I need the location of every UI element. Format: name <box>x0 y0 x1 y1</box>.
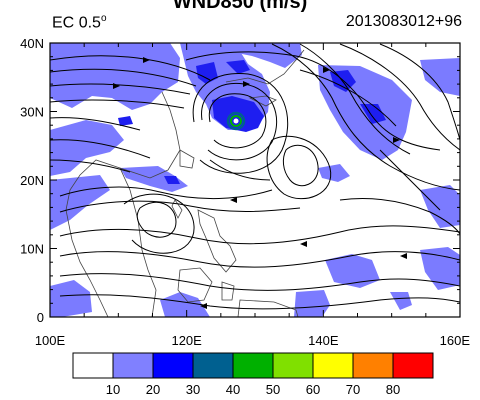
arrow-marker <box>323 67 330 73</box>
coast-borneo <box>177 267 213 303</box>
typhoon-core <box>226 111 246 131</box>
coast-korea-japan <box>225 49 305 85</box>
streamline <box>192 72 289 174</box>
streamline <box>50 55 211 81</box>
streamline <box>379 149 441 211</box>
coast-kyushu <box>248 95 277 107</box>
colorbar-label: 10 <box>106 382 120 397</box>
colorbar-swatch <box>112 352 154 379</box>
colorbar-swatch <box>352 352 394 379</box>
streamline <box>59 273 460 291</box>
colorbar-label: 60 <box>306 382 320 397</box>
arrow-marker <box>400 253 407 259</box>
axis-ticks <box>49 42 461 318</box>
coastlines <box>65 49 305 317</box>
streamline <box>59 186 273 200</box>
streamlines <box>50 43 460 310</box>
arrow-marker <box>393 137 400 143</box>
model-label: EC 0.5o <box>52 13 107 32</box>
model-name: EC <box>52 14 75 32</box>
arrow-marker <box>200 303 207 309</box>
y-tick-label: 30N <box>20 105 44 120</box>
streamline <box>282 144 319 187</box>
colorbar-label: 70 <box>346 382 360 397</box>
streamline <box>50 117 141 131</box>
streamline <box>59 225 460 245</box>
streamline <box>59 200 301 213</box>
x-tick-label: 120E <box>171 333 202 348</box>
y-tick-label: 20N <box>20 173 44 188</box>
streamline <box>339 198 460 235</box>
streamline <box>50 139 151 159</box>
streamline <box>59 251 460 268</box>
streamline <box>339 43 460 151</box>
streamline <box>271 43 460 191</box>
arrow-marker <box>230 197 237 203</box>
streamline <box>379 43 460 141</box>
x-tick-label: 140E <box>308 333 339 348</box>
colorbar-label: 40 <box>226 382 240 397</box>
streamline <box>50 99 185 109</box>
streamline <box>209 159 271 181</box>
typhoon-eye <box>233 118 239 124</box>
arrow-marker <box>113 83 120 89</box>
streamline <box>50 68 197 87</box>
streamline <box>185 51 441 151</box>
colorbar-swatch <box>72 352 114 379</box>
y-tick-label: 0 <box>37 310 44 325</box>
y-axis-labels: 40N 30N 20N 10N 0 <box>20 36 44 325</box>
arrow-marker <box>143 57 150 63</box>
streamline <box>266 135 332 200</box>
colorbar-swatch <box>272 352 314 379</box>
colorbar-label: 20 <box>146 382 160 397</box>
colorbar-swatch <box>152 352 194 379</box>
valid-time-label: 2013083012+96 <box>345 13 462 30</box>
streamline <box>299 69 397 127</box>
typhoon-ring-outer <box>226 111 246 131</box>
colorbar-label: 50 <box>266 382 280 397</box>
typhoon-ring-inner <box>230 115 242 127</box>
streamline <box>50 159 131 173</box>
colorbar-label: 80 <box>386 382 400 397</box>
streamline <box>201 82 278 161</box>
arrow-marker <box>243 81 250 87</box>
degree-mark: o <box>100 13 107 24</box>
streamline <box>136 201 177 238</box>
colorbar: 10 20 30 40 50 60 70 80 <box>72 352 434 397</box>
y-tick-label: 40N <box>20 36 44 51</box>
x-axis-labels: 100E 120E 140E 160E <box>35 333 471 348</box>
streamline <box>59 294 460 310</box>
x-tick-label: 160E <box>440 333 471 348</box>
colorbar-swatch <box>312 352 354 379</box>
colorbar-label: 30 <box>186 382 200 397</box>
coast-sulawesi <box>221 281 235 301</box>
coast-hainan <box>171 199 183 219</box>
x-tick-label: 100E <box>35 333 66 348</box>
colorbar-swatch <box>392 352 434 379</box>
arrow-marker <box>300 241 307 247</box>
coast-peninsula <box>119 167 157 317</box>
streamline <box>299 43 411 155</box>
streamline <box>123 193 195 254</box>
coast-mainland <box>65 91 181 317</box>
colorbar-swatch <box>232 352 274 379</box>
streamline-arrows <box>113 57 407 309</box>
map-area <box>50 43 460 317</box>
y-tick-label: 10N <box>20 242 44 257</box>
coast-new-guinea <box>237 299 299 317</box>
colorbar-swatch <box>192 352 234 379</box>
coast-taiwan <box>179 149 195 169</box>
resolution-value: 0.5 <box>78 14 101 32</box>
streamline <box>208 93 267 149</box>
map-title: WND850 (m/s) <box>172 0 308 13</box>
